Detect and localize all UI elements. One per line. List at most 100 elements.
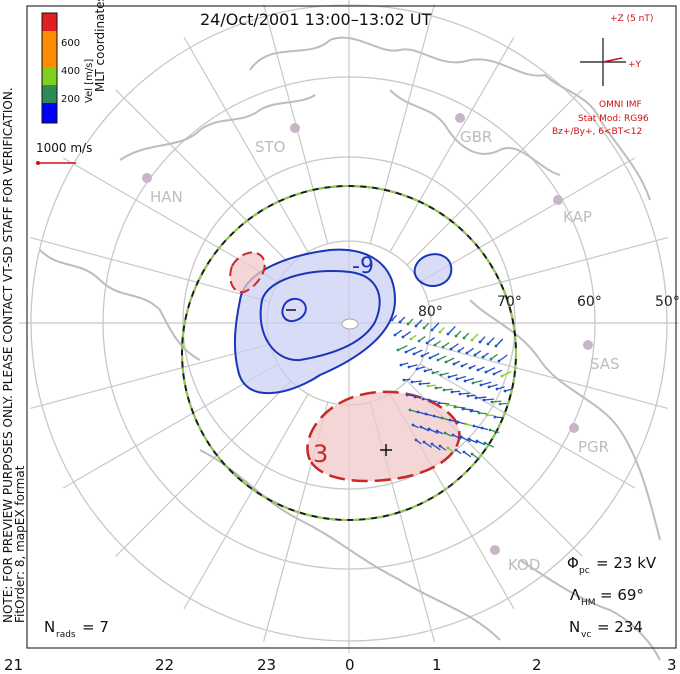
velocity-vector-origin (422, 326, 426, 330)
velocity-vector-origin (414, 438, 418, 442)
velocity-vector-origin (457, 349, 461, 353)
velocity-vector (484, 442, 494, 448)
velocity-vector-origin (447, 375, 451, 379)
velocity-vector-origin (469, 409, 473, 413)
velocity-vector (445, 357, 455, 363)
velocity-vector-origin (419, 425, 423, 429)
velocity-vector (471, 333, 479, 341)
velocity-vector-origin (454, 334, 458, 338)
scale-title: Vel [m/s] (84, 59, 95, 103)
velocity-vector-origin (418, 382, 422, 386)
velocity-vector-origin (458, 392, 462, 396)
negative-contour-label: -9 (352, 254, 374, 279)
scale-tick-400: 400 (61, 66, 80, 77)
coastlines (39, 36, 661, 661)
velocity-vector-origin (422, 440, 426, 444)
map-title: 24/Oct/2001 13:00–13:02 UT (200, 10, 432, 29)
magnetic-pole (341, 318, 359, 330)
radar-sas-marker (583, 340, 593, 350)
velocity-vector-origin (471, 381, 475, 385)
velocity-vector (476, 440, 486, 446)
mlt-label-23: 23 (257, 656, 276, 674)
velocity-vector-origin (438, 330, 442, 334)
nrads-symbol: N (44, 618, 55, 636)
velocity-vector-origin (431, 371, 435, 375)
velocity-vector-origin (448, 418, 452, 422)
velocity-vector-origin (432, 414, 436, 418)
velocity-vector-origin (479, 383, 483, 387)
imf-vector (602, 57, 623, 63)
radar-kap-label: KAP (563, 208, 592, 226)
scale-tick-600: 600 (61, 38, 80, 49)
vector-scale-label: 1000 m/s (36, 141, 92, 155)
velocity-vector-origin (436, 358, 440, 362)
velocity-vector-origin (494, 344, 498, 348)
velocity-vector (475, 396, 487, 399)
velocity-vector-origin (472, 424, 476, 428)
nrads-sub: rads (56, 630, 76, 640)
imf-y-label: +Y (628, 60, 642, 70)
scale-band-4 (42, 67, 57, 85)
velocity-vector-origin (490, 400, 494, 404)
velocity-vector-origin (465, 351, 469, 355)
velocity-vector-origin (461, 407, 465, 411)
velocity-vector-origin (484, 370, 488, 374)
velocity-vector-origin (437, 401, 441, 405)
velocity-color-scale: 600 400 200 Vel [m/s] (41, 12, 95, 124)
velocity-vector-origin (467, 437, 471, 441)
velocity-vector (394, 329, 403, 336)
nrads-value: = 7 (82, 618, 109, 636)
velocity-vector-origin (473, 353, 477, 357)
velocity-vector-origin (443, 431, 447, 435)
velocity-vector-origin (406, 322, 410, 326)
velocity-vector-origin (439, 373, 443, 377)
stat-lambda-hm: Λ HM = 69° (570, 586, 644, 608)
nvc-sub: vc (581, 630, 591, 640)
velocity-vector-origin (451, 433, 455, 437)
mlt-label-22: 22 (155, 656, 174, 674)
nvc-value: = 234 (597, 618, 643, 636)
velocity-vector-origin (492, 372, 496, 376)
vector-scale-origin (36, 161, 40, 165)
positive-potential-small (229, 251, 266, 294)
velocity-vector-origin (503, 389, 507, 393)
velocity-vector-origin (478, 340, 482, 344)
stat-phi-pc: Φ pc = 23 kV (567, 554, 657, 576)
velocity-vector-origin (440, 416, 444, 420)
velocity-vector (420, 426, 430, 432)
scale-band-5 (42, 85, 57, 103)
velocity-vector-origin (462, 450, 466, 454)
velocity-vector-origin (463, 379, 467, 383)
velocity-vector (431, 322, 440, 331)
velocity-vector-origin (460, 364, 464, 368)
mlt-label-2: 2 (532, 656, 542, 674)
velocity-vector-origin (462, 336, 466, 340)
velocity-vector-origin (410, 380, 414, 384)
velocity-vector-origin (441, 345, 445, 349)
velocity-vector-origin (480, 426, 484, 430)
scale-tick-200: 200 (61, 94, 80, 105)
coastline-alaska (199, 449, 501, 641)
lambda-sub: HM (581, 598, 596, 608)
stat-nrads: N rads = 7 (44, 618, 109, 640)
velocity-vector (468, 438, 478, 444)
mlt-label-3: 3 (667, 656, 677, 674)
velocity-vector (397, 344, 408, 351)
velocity-vector-origin (404, 350, 408, 354)
velocity-vector-origin (444, 360, 448, 364)
velocity-vector-origin (454, 448, 458, 452)
velocity-vector (454, 406, 466, 409)
velocity-vector (456, 375, 467, 380)
imf-clock (580, 38, 626, 86)
velocity-vector (429, 353, 440, 359)
mlt-meridian (428, 343, 668, 409)
velocity-vector-origin (477, 411, 481, 415)
fit-order: FitOrder: 8, mapEX format (13, 465, 27, 623)
negative-potential-small (413, 253, 453, 287)
velocity-vector-origin (470, 338, 474, 342)
radar-sto-label: STO (255, 138, 286, 156)
boundary-dash-overlay (181, 185, 517, 521)
velocity-vector (495, 338, 504, 347)
velocity-vectors (390, 314, 513, 460)
velocity-vector (472, 379, 483, 384)
